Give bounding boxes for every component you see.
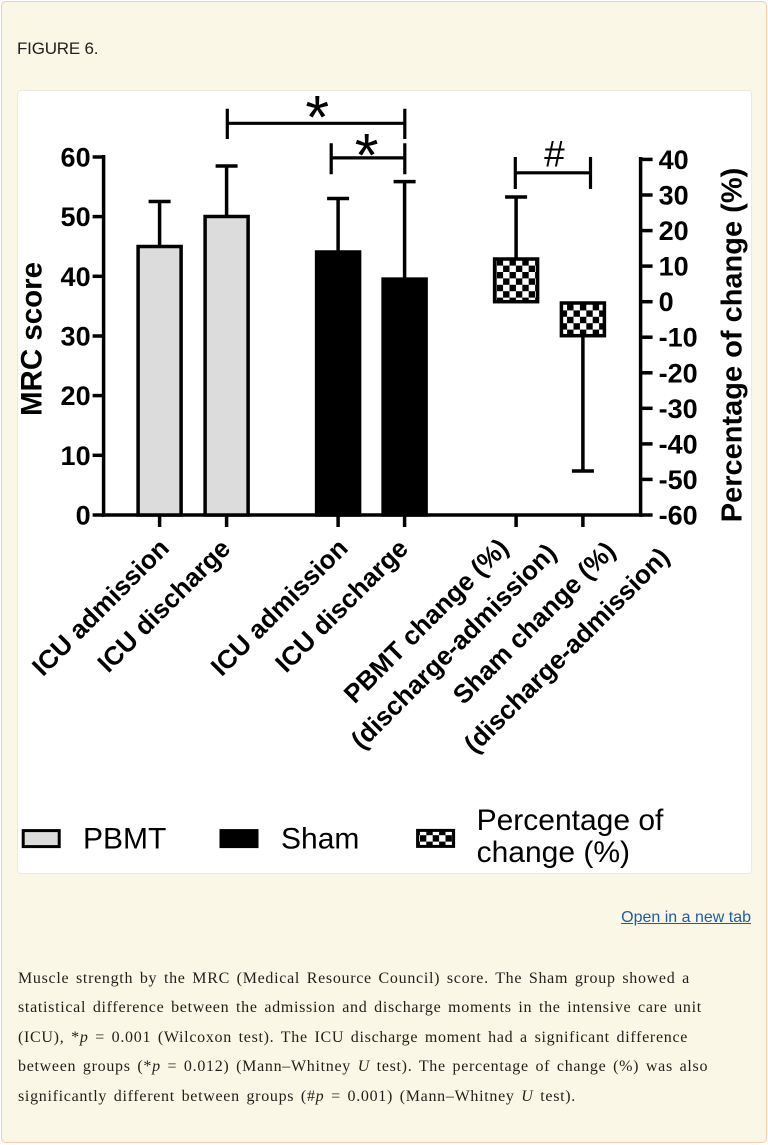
svg-text:10: 10 bbox=[60, 441, 90, 471]
svg-text:PBMT: PBMT bbox=[83, 823, 166, 856]
svg-text:Percentage of: Percentage of bbox=[476, 804, 663, 837]
svg-text:20: 20 bbox=[60, 381, 90, 411]
svg-text:40: 40 bbox=[60, 262, 90, 292]
svg-text:10: 10 bbox=[658, 252, 688, 282]
svg-text:-60: -60 bbox=[658, 501, 697, 531]
svg-text:-50: -50 bbox=[658, 465, 697, 495]
svg-text:0: 0 bbox=[658, 287, 673, 317]
svg-text:30: 30 bbox=[658, 181, 688, 211]
svg-text:Percentage of change (%): Percentage of change (%) bbox=[716, 168, 748, 523]
svg-text:0: 0 bbox=[75, 501, 90, 531]
svg-text:MRC score: MRC score bbox=[18, 262, 49, 416]
svg-text:30: 30 bbox=[60, 322, 90, 352]
svg-text:*: * bbox=[354, 121, 378, 189]
svg-text:50: 50 bbox=[60, 202, 90, 232]
svg-text:change (%): change (%) bbox=[476, 836, 629, 869]
svg-text:-40: -40 bbox=[658, 429, 697, 459]
svg-text:*: * bbox=[305, 91, 329, 151]
svg-text:Sham: Sham bbox=[281, 823, 359, 856]
svg-text:20: 20 bbox=[658, 216, 688, 246]
svg-text:-20: -20 bbox=[658, 358, 697, 388]
svg-text:-30: -30 bbox=[658, 394, 697, 424]
svg-text:-10: -10 bbox=[658, 323, 697, 353]
svg-text:40: 40 bbox=[658, 145, 688, 175]
svg-text:60: 60 bbox=[60, 143, 90, 173]
svg-text:#: # bbox=[544, 133, 565, 174]
